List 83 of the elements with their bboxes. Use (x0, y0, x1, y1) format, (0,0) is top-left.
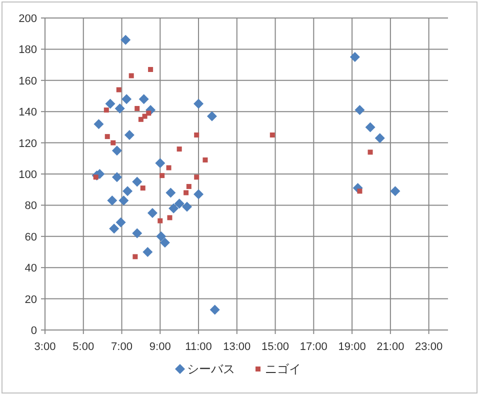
y-tick-label: 200 (18, 13, 37, 25)
y-tick-label: 180 (18, 44, 37, 56)
y-tick-label: 20 (24, 294, 37, 306)
legend-label: ニゴイ (265, 362, 301, 376)
point (112, 172, 122, 182)
x-tick-label: 17:00 (300, 341, 328, 353)
point (357, 188, 362, 194)
point (138, 116, 144, 122)
point (110, 140, 116, 146)
point (206, 111, 217, 122)
point (176, 146, 182, 152)
y-tick-label: 100 (18, 169, 37, 181)
y-tick-label: 140 (18, 106, 37, 119)
point (147, 208, 158, 218)
point (140, 186, 146, 191)
y-tick-label: 40 (24, 262, 37, 275)
x-tick-label: 23:00 (415, 341, 443, 353)
point (132, 176, 142, 187)
point (128, 73, 134, 78)
point (94, 119, 104, 130)
point (132, 254, 138, 260)
point (168, 203, 179, 214)
y-tick-label: 160 (18, 75, 37, 88)
point (365, 122, 376, 132)
point (105, 98, 116, 109)
point (194, 132, 200, 138)
point (166, 165, 172, 170)
point (270, 132, 275, 138)
point (132, 228, 142, 238)
point (116, 217, 126, 228)
point (160, 173, 165, 178)
y-tick-label: 80 (24, 200, 37, 212)
y-tick-label: 0 (30, 325, 37, 337)
x-tick-label: 3:00 (34, 341, 56, 353)
point (146, 110, 152, 116)
point (114, 103, 125, 114)
x-tick-label: 13:00 (223, 341, 251, 353)
point (186, 184, 192, 189)
point (156, 231, 166, 242)
point (194, 189, 204, 200)
x-tick-label: 7:00 (111, 341, 132, 353)
y-tick-label: 60 (24, 231, 37, 244)
point (390, 186, 400, 196)
y-tick-label: 120 (18, 138, 37, 150)
point (354, 105, 365, 116)
point (118, 196, 129, 206)
point (138, 94, 149, 104)
point (116, 87, 122, 92)
point (122, 186, 133, 196)
x-tick-label: 9:00 (149, 341, 171, 353)
x-tick-label: 15:00 (262, 341, 290, 353)
point (134, 106, 140, 111)
point (182, 202, 192, 212)
point (142, 247, 153, 257)
point (166, 188, 176, 198)
point (124, 130, 134, 140)
point (194, 98, 204, 109)
point (350, 52, 360, 62)
point (109, 224, 120, 234)
point (194, 174, 200, 180)
point (142, 114, 148, 119)
x-tick-label: 5:00 (72, 341, 94, 353)
point (104, 108, 109, 113)
point (210, 304, 220, 315)
point (158, 218, 163, 224)
point (160, 238, 170, 248)
point (374, 133, 385, 144)
point (122, 94, 132, 104)
point (107, 196, 118, 206)
x-tick-label: 11:00 (185, 341, 212, 353)
point (155, 158, 166, 168)
legend-label: シーバス (187, 362, 235, 376)
point (184, 190, 189, 196)
point (167, 215, 172, 220)
x-tick-label: 19:00 (338, 341, 366, 353)
x-tick-label: 21:00 (376, 341, 404, 353)
point (202, 157, 208, 162)
point (148, 66, 154, 72)
point (174, 198, 184, 209)
point (368, 150, 373, 155)
point (112, 146, 122, 156)
point (120, 34, 131, 45)
point (104, 134, 110, 140)
